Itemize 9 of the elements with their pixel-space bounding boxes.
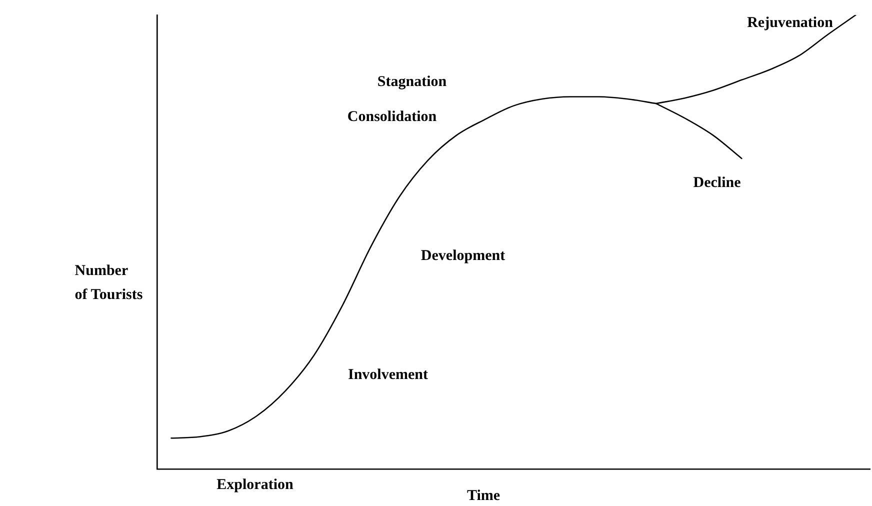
annotation: Rejuvenation [747, 14, 834, 31]
x-axis-title: Time [466, 488, 500, 504]
annotation: Decline [693, 174, 742, 191]
annotation: Involvement [348, 366, 428, 383]
text: Exploration [216, 476, 294, 493]
annotation: Stagnation [377, 74, 448, 90]
y-axis-title: Number of Tourists [74, 262, 143, 303]
annotation: Development [420, 248, 506, 264]
annotation: Consolidation [347, 108, 438, 125]
